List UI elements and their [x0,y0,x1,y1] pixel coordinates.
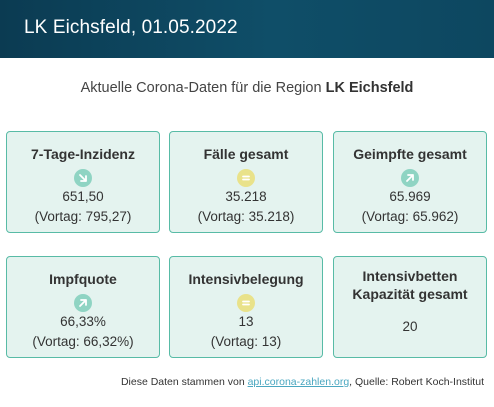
footer-prefix: Diese Daten stammen von [120,376,245,388]
card-vaccination-rate: Impfquote 66,33% (Vortag: 66,32%) [6,256,160,358]
card-title: Fälle gesamt [203,146,289,162]
card-value: 13 [238,314,254,329]
card-previous: (Vortag: 795,27) [34,209,132,224]
card-title: 7-Tage-Inzidenz [31,146,135,162]
subtitle-region: LK Eichsfeld [325,80,414,96]
card-icu-capacity: Intensivbetten Kapazität gesamt 20 [333,256,487,358]
equal-icon [237,294,255,312]
subtitle-prefix: Aktuelle Corona-Daten für die Region [80,80,322,96]
region-subtitle: Aktuelle Corona-Daten für die Region LK … [0,80,494,96]
card-total-cases: Fälle gesamt 35.218 (Vortag: 35.218) [169,131,323,233]
card-title: Intensivbetten Kapazität gesamt [334,267,486,303]
card-incidence: 7-Tage-Inzidenz 651,50 (Vortag: 795,27) [6,131,160,233]
card-title: Intensivbelegung [188,271,304,287]
card-title-line2: Kapazität gesamt [352,286,468,302]
card-title: Geimpfte gesamt [353,146,467,162]
down-right-arrow-icon [74,169,92,187]
card-title: Impfquote [49,271,117,287]
source-footer: Diese Daten stammen von api.corona-zahle… [121,376,484,388]
source-link[interactable]: api.corona-zahlen.org [247,376,350,388]
card-previous: (Vortag: 35.218) [197,209,295,224]
up-right-arrow-icon [74,294,92,312]
card-title-line1: Intensivbetten [362,268,458,284]
equal-icon [237,169,255,187]
card-vaccinated-total: Geimpfte gesamt 65.969 (Vortag: 65.962) [333,131,487,233]
card-previous: (Vortag: 13) [210,334,282,349]
card-value: 65.969 [389,189,431,204]
page-header: LK Eichsfeld, 01.05.2022 [0,0,494,58]
card-value: 651,50 [62,189,104,204]
up-right-arrow-icon [401,169,419,187]
card-value: 20 [402,319,418,334]
card-value: 66,33% [60,314,106,329]
card-previous: (Vortag: 66,32%) [32,334,134,349]
page-title: LK Eichsfeld, 01.05.2022 [24,17,238,38]
card-previous: (Vortag: 65.962) [361,209,459,224]
card-icu-occupancy: Intensivbelegung 13 (Vortag: 13) [169,256,323,358]
card-value: 35.218 [225,189,267,204]
footer-suffix: , Quelle: Robert Koch-Institut [349,376,484,388]
